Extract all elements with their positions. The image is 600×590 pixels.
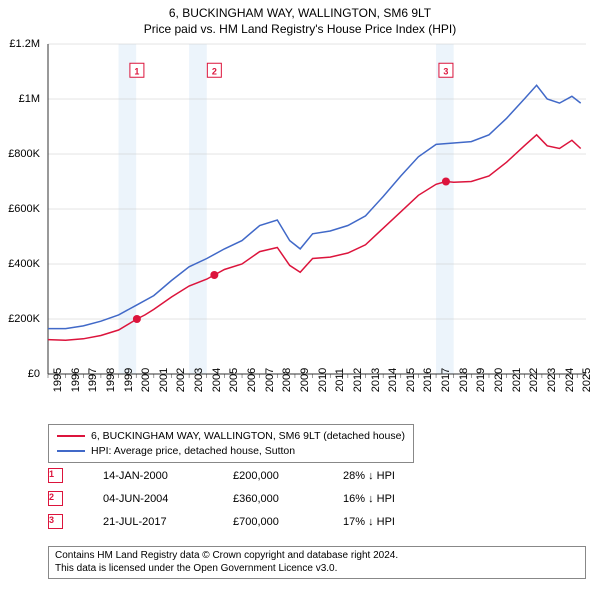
sale-marker-box: 1 [130,63,144,77]
title-line1: 6, BUCKINGHAM WAY, WALLINGTON, SM6 9LT [0,6,600,22]
marker-price: £700,000 [233,516,303,528]
marker-table-row: 2 04-JUN-2004 £360,000 16% ↓ HPI [48,491,395,506]
legend-label: HPI: Average price, detached house, Sutt… [91,444,295,459]
marker-table: 1 14-JAN-2000 £200,000 28% ↓ HPI 2 04-JUN-200… [48,468,395,537]
marker-table-row: 3 21-JUL-2017 £700,000 17% ↓ HPI [48,514,395,529]
x-tick-label: 2025 [581,368,593,392]
x-tick-label: 2006 [246,368,258,392]
x-tick-label: 2016 [422,368,434,392]
x-tick-label: 2009 [299,368,311,392]
y-tick-label: £0 [28,368,40,380]
legend-row: 6, BUCKINGHAM WAY, WALLINGTON, SM6 9LT (… [57,429,405,444]
x-tick-label: 1998 [105,368,117,392]
chart-container: 6, BUCKINGHAM WAY, WALLINGTON, SM6 9LT P… [0,0,600,590]
y-tick-label: £1M [19,93,40,105]
marker-date: 14-JAN-2000 [103,470,193,482]
x-tick-label: 1995 [52,368,64,392]
sale-dot [210,271,218,279]
sale-dot [133,315,141,323]
marker-table-row: 1 14-JAN-2000 £200,000 28% ↓ HPI [48,468,395,483]
y-tick-label: £800K [8,148,40,160]
marker-number-box: 2 [48,491,63,506]
title-block: 6, BUCKINGHAM WAY, WALLINGTON, SM6 9LT P… [0,0,600,37]
x-tick-label: 2015 [405,368,417,392]
svg-text:3: 3 [443,66,448,76]
x-tick-label: 2003 [193,368,205,392]
license-line2: This data is licensed under the Open Gov… [55,563,579,576]
sale-dot [442,178,450,186]
x-tick-label: 2019 [475,368,487,392]
sale-marker-box: 2 [207,63,221,77]
y-axis-labels: £0£200K£400K£600K£800K£1M£1.2M [0,44,44,374]
legend-swatch [57,435,85,437]
marker-date: 04-JUN-2004 [103,493,193,505]
x-tick-label: 1997 [87,368,99,392]
x-tick-label: 2010 [317,368,329,392]
marker-delta: 17% ↓ HPI [343,516,395,528]
license-line1: Contains HM Land Registry data © Crown c… [55,550,579,563]
x-tick-label: 2001 [158,368,170,392]
legend-box: 6, BUCKINGHAM WAY, WALLINGTON, SM6 9LT (… [48,424,414,463]
svg-text:1: 1 [134,66,139,76]
x-tick-label: 2011 [334,368,346,392]
y-tick-label: £1.2M [9,38,40,50]
x-tick-label: 2014 [387,368,399,392]
x-tick-label: 2024 [564,368,576,392]
x-tick-label: 1996 [70,368,82,392]
legend-row: HPI: Average price, detached house, Sutt… [57,444,405,459]
title-line2: Price paid vs. HM Land Registry's House … [0,22,600,38]
marker-date: 21-JUL-2017 [103,516,193,528]
license-box: Contains HM Land Registry data © Crown c… [48,546,586,579]
y-tick-label: £600K [8,203,40,215]
x-tick-label: 2021 [511,368,523,392]
x-tick-label: 1999 [123,368,135,392]
marker-delta: 28% ↓ HPI [343,470,395,482]
x-tick-label: 2004 [211,368,223,392]
sale-marker-box: 3 [439,63,453,77]
legend-label: 6, BUCKINGHAM WAY, WALLINGTON, SM6 9LT (… [91,429,405,444]
x-tick-label: 2017 [440,368,452,392]
chart-plot-area: 1 2 3 [48,44,586,374]
x-tick-label: 2022 [528,368,540,392]
x-tick-label: 2000 [140,368,152,392]
marker-number-box: 1 [48,468,63,483]
y-tick-label: £400K [8,258,40,270]
chart-svg: 1 2 3 [48,44,586,374]
marker-price: £360,000 [233,493,303,505]
x-tick-label: 2008 [281,368,293,392]
marker-delta: 16% ↓ HPI [343,493,395,505]
marker-price: £200,000 [233,470,303,482]
x-tick-label: 2023 [546,368,558,392]
x-tick-label: 2018 [458,368,470,392]
y-tick-label: £200K [8,313,40,325]
x-axis-labels: 1995199619971998199920002001200220032004… [48,376,586,416]
svg-text:2: 2 [212,66,217,76]
x-tick-label: 2012 [352,368,364,392]
x-tick-label: 2020 [493,368,505,392]
legend-swatch [57,450,85,452]
x-tick-label: 2013 [370,368,382,392]
x-tick-label: 2002 [175,368,187,392]
marker-number-box: 3 [48,514,63,529]
x-tick-label: 2007 [264,368,276,392]
x-tick-label: 2005 [228,368,240,392]
